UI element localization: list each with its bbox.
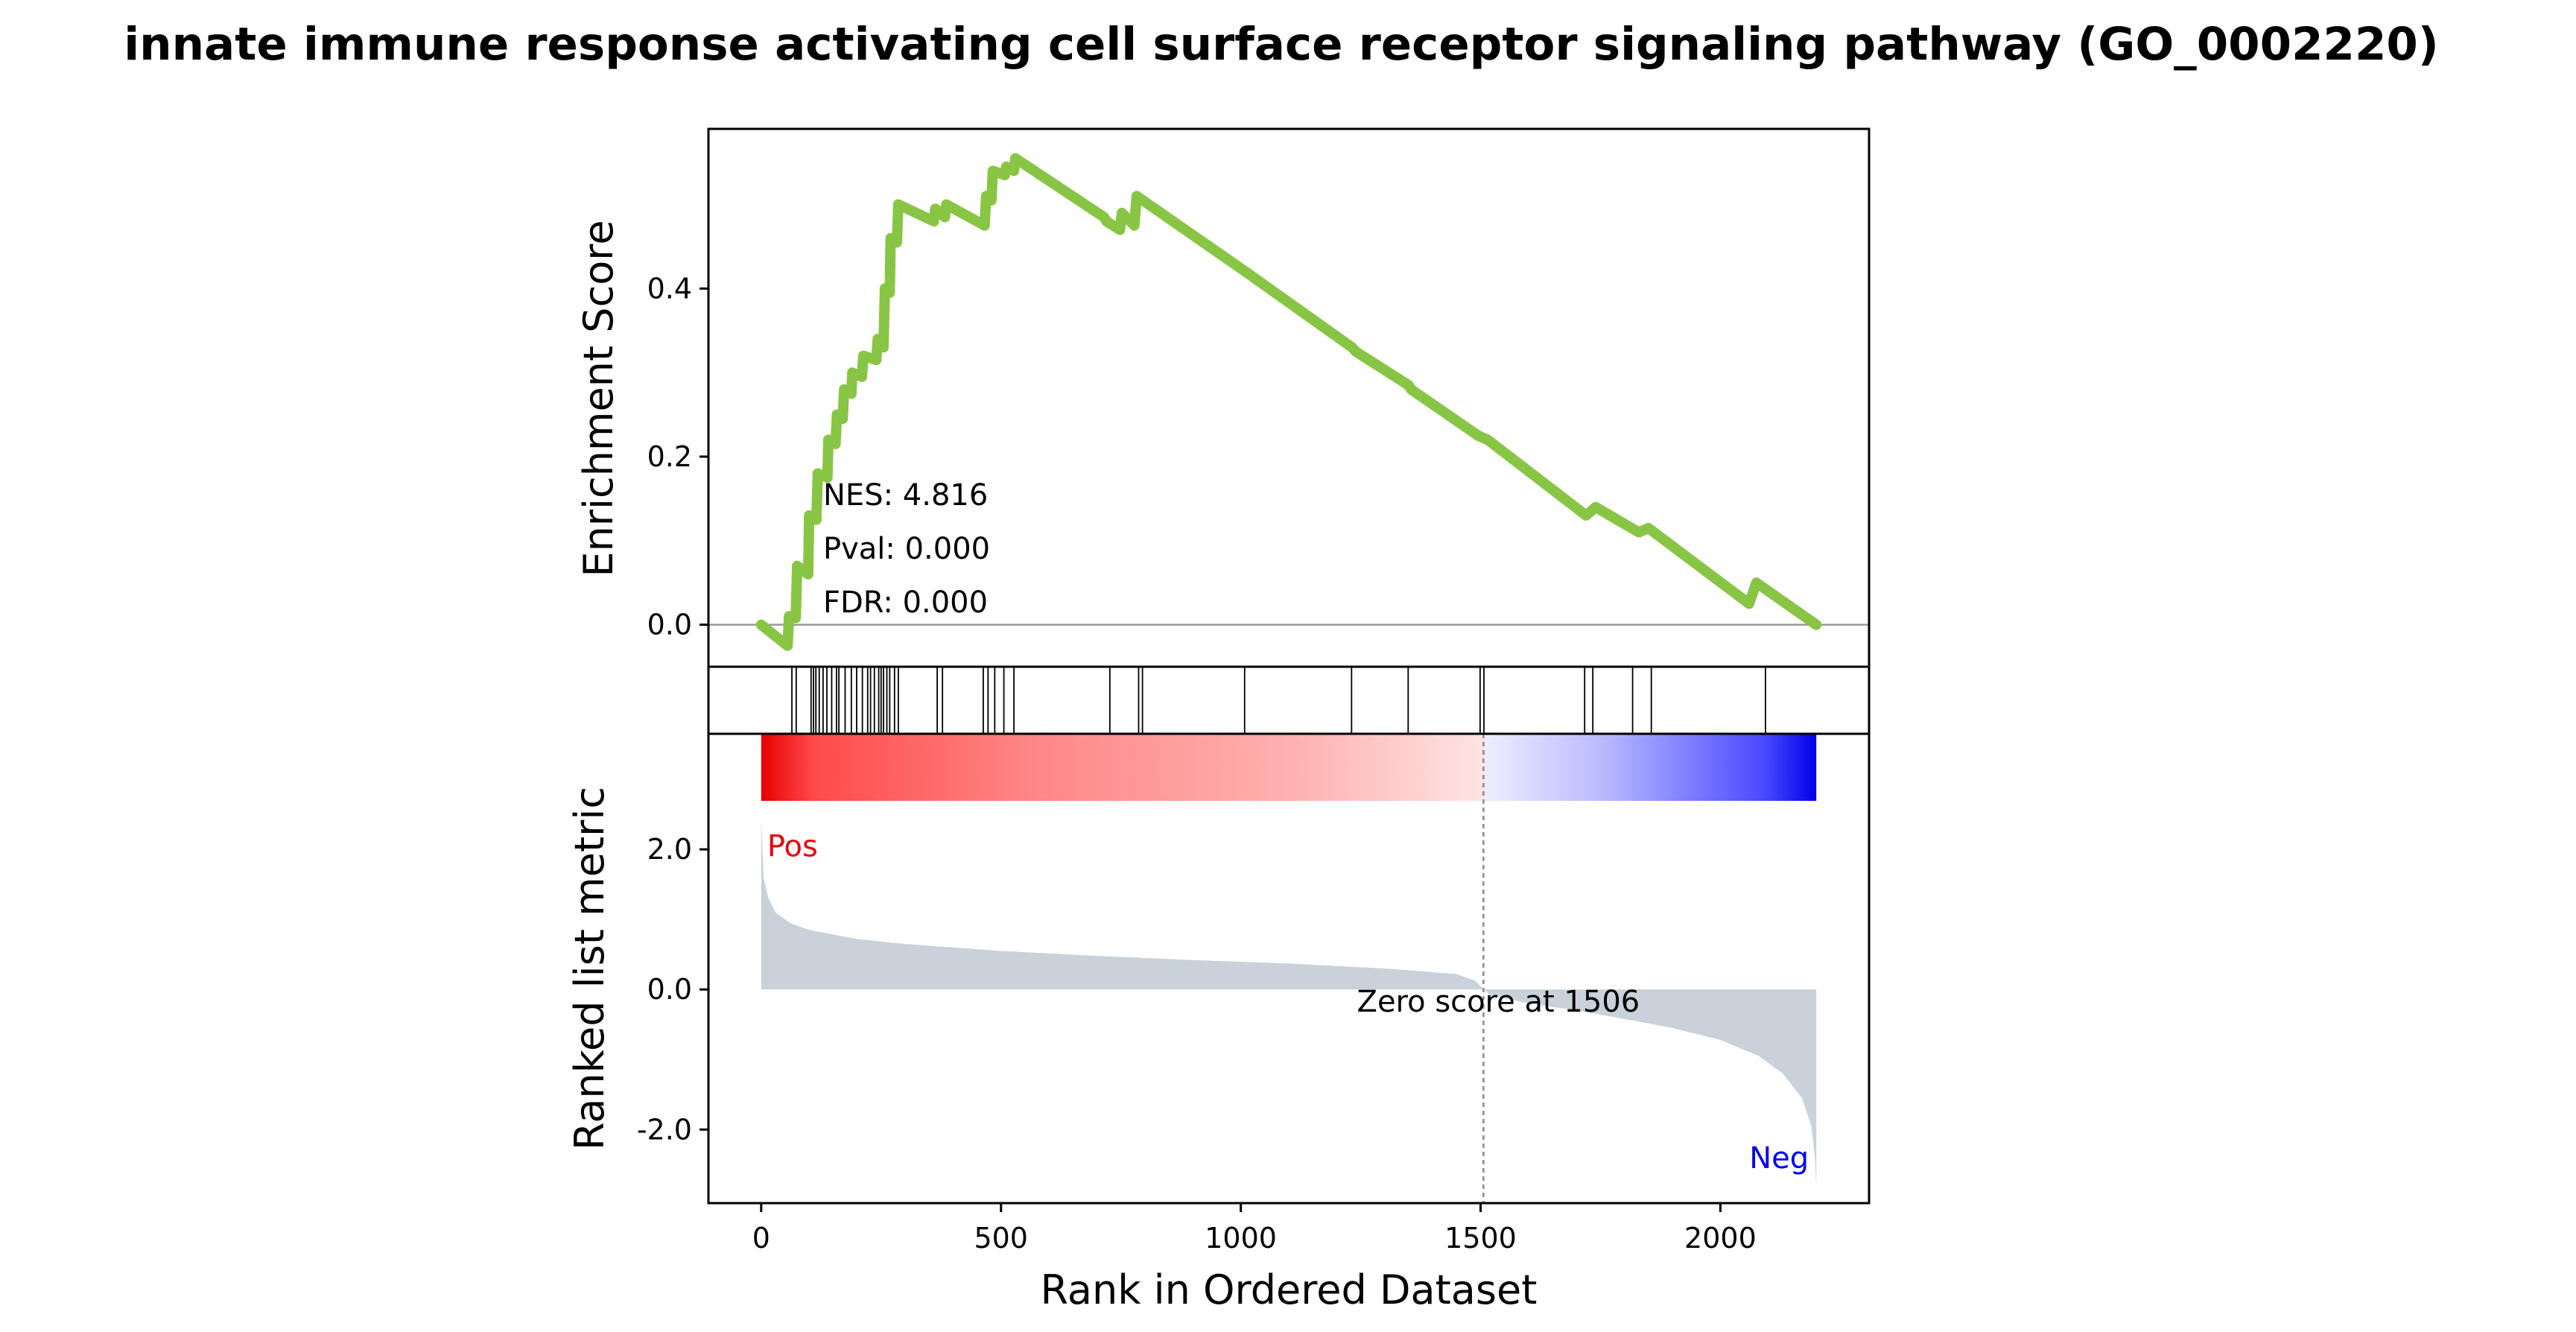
x-axis-ticks: 0 500 1000 1500 2000 (752, 1203, 1757, 1255)
ranked-y-tick-label: -2.0 (637, 1113, 692, 1146)
chart-title: innate immune response activating cell s… (124, 18, 2438, 71)
enrichment-y-tick-label: 0.4 (647, 272, 692, 305)
ranked-y-tick-label: 2.0 (647, 833, 692, 866)
rank-heatmap-bar (761, 734, 1817, 801)
x-tick-label: 500 (974, 1222, 1028, 1255)
ranked-plot: Zero score at 1506 Pos Neg -2.0 0.0 2.0 Ra… (566, 732, 1871, 1205)
zero-score-label: Zero score at 1506 (1357, 985, 1640, 1019)
nes-label: NES: 4.816 (823, 478, 988, 513)
hits-plot (707, 665, 1871, 735)
ranked-metric-area (761, 819, 1817, 1187)
x-tick-label: 1500 (1444, 1222, 1517, 1255)
ranked-y-ticks: -2.0 0.0 2.0 (637, 833, 708, 1146)
enrichment-y-tick-label: 0.0 (647, 609, 692, 641)
pval-label: Pval: 0.000 (823, 532, 990, 566)
pos-label: Pos (767, 830, 818, 864)
hits-frame (707, 665, 1871, 735)
enrichment-score-line (755, 153, 1822, 651)
enrichment-y-ticks: 0.0 0.2 0.4 (647, 272, 708, 641)
hit-lines (791, 667, 1766, 734)
enrichment-y-axis-label: Enrichment Score (575, 220, 622, 577)
x-tick-label: 0 (752, 1222, 770, 1255)
neg-label: Neg (1749, 1141, 1809, 1176)
ranked-frame (707, 732, 1871, 1205)
enrichment-y-tick-label: 0.2 (647, 440, 692, 473)
ranked-y-tick-label: 0.0 (647, 973, 692, 1006)
enrichment-plot: NES: 4.816 Pval: 0.000 FDR: 0.000 0.0 0.2… (575, 127, 1871, 668)
ranked-y-axis-label: Ranked list metric (566, 787, 613, 1150)
fdr-label: FDR: 0.000 (823, 586, 988, 620)
x-tick-label: 2000 (1684, 1222, 1757, 1255)
x-axis-label: Rank in Ordered Dataset (1041, 1266, 1538, 1313)
x-tick-label: 1000 (1205, 1222, 1277, 1255)
